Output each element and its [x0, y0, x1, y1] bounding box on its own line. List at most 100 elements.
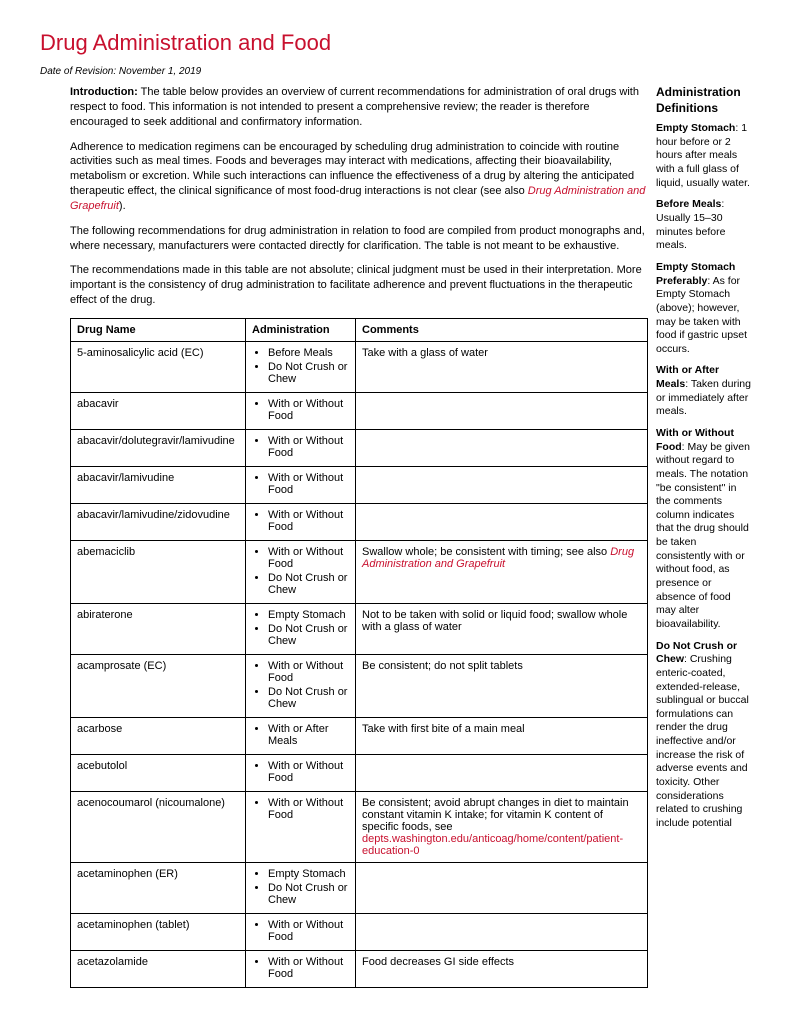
drug-name-cell: abacavir — [71, 392, 246, 429]
intro-label: Introduction: — [70, 86, 138, 98]
admin-item: Before Meals — [268, 347, 349, 359]
table-row: acebutolol With or Without Food — [71, 754, 648, 791]
definition-term: Empty Stomach — [656, 122, 735, 134]
admin-item: With or After Meals — [268, 723, 349, 747]
admin-item: With or Without Food — [268, 760, 349, 784]
definition: Empty Stomach: 1 hour before or 2 hours … — [656, 122, 751, 190]
admin-item: With or Without Food — [268, 546, 349, 570]
definition: Do Not Crush or Chew: Crushing enteric-c… — [656, 640, 751, 831]
drug-name-cell: abacavir/dolutegravir/lamivudine — [71, 429, 246, 466]
sidebar: Administration Definitions Empty Stomach… — [656, 85, 751, 988]
definition: With or Without Food: May be given witho… — [656, 427, 751, 632]
comments-cell: Not to be taken with solid or liquid foo… — [356, 603, 648, 654]
definition-term: Before Meals — [656, 198, 721, 210]
table-header-row: Drug Name Administration Comments — [71, 318, 648, 341]
drug-name-cell: acamprosate (EC) — [71, 654, 246, 717]
drug-name-cell: acetaminophen (tablet) — [71, 913, 246, 950]
table-row: acarbose With or After Meals Take with fir… — [71, 717, 648, 754]
drug-name-cell: acarbose — [71, 717, 246, 754]
intro-p2b: ). — [119, 200, 126, 212]
comments-cell — [356, 913, 648, 950]
admin-cell: With or Without Food — [246, 791, 356, 862]
admin-cell: Empty Stomach Do Not Crush or Chew — [246, 862, 356, 913]
admin-item: Empty Stomach — [268, 609, 349, 621]
table-row: acetaminophen (tablet) With or Without Fo… — [71, 913, 648, 950]
intro-p3: The following recommendations for drug a… — [70, 224, 648, 254]
table-row: acetaminophen (ER)Empty StomachDo Not Cr… — [71, 862, 648, 913]
drug-name-cell: 5-aminosalicylic acid (EC) — [71, 341, 246, 392]
admin-item: With or Without Food — [268, 956, 349, 980]
header-comments: Comments — [356, 318, 648, 341]
comments-cell — [356, 754, 648, 791]
admin-cell: With or Without Food — [246, 466, 356, 503]
admin-cell: With or Without Food — [246, 392, 356, 429]
admin-item: With or Without Food — [268, 472, 349, 496]
admin-item: Do Not Crush or Chew — [268, 686, 349, 710]
table-row: abacavir With or Without Food — [71, 392, 648, 429]
page-title: Drug Administration and Food — [40, 30, 751, 56]
main-column: Introduction: The table below provides a… — [40, 85, 648, 988]
inline-link[interactable]: depts.washington.edu/anticoag/home/conte… — [362, 833, 623, 857]
admin-cell: With or Without Food — [246, 503, 356, 540]
main-layout: Introduction: The table below provides a… — [40, 85, 751, 988]
comments-cell: Be consistent; do not split tablets — [356, 654, 648, 717]
table-row: abacavir/lamivudine With or Without Food — [71, 466, 648, 503]
revision-date: Date of Revision: November 1, 2019 — [40, 66, 751, 77]
comments-cell: Swallow whole; be consistent with timing… — [356, 540, 648, 603]
intro-p1: Introduction: The table below provides a… — [70, 85, 648, 130]
admin-item: Do Not Crush or Chew — [268, 623, 349, 647]
definition: With or After Meals: Taken during or imm… — [656, 364, 751, 419]
admin-cell: With or Without FoodDo Not Crush or Chew — [246, 540, 356, 603]
table-row: abacavir/lamivudine/zidovudine With or Wi… — [71, 503, 648, 540]
admin-item: With or Without Food — [268, 660, 349, 684]
comments-cell: Take with a glass of water — [356, 341, 648, 392]
table-row: acetazolamide With or Without Food Food de… — [71, 950, 648, 987]
table-row: acamprosate (EC)With or Without FoodDo N… — [71, 654, 648, 717]
drug-name-cell: acetazolamide — [71, 950, 246, 987]
table-row: abemaciclibWith or Without FoodDo Not Cr… — [71, 540, 648, 603]
admin-item: With or Without Food — [268, 919, 349, 943]
intro-p1-text: The table below provides an overview of … — [70, 86, 639, 128]
definition: Before Meals: Usually 15–30 minutes befo… — [656, 198, 751, 253]
definition-text: : Crushing enteric-coated, extended-rele… — [656, 653, 749, 829]
admin-cell: With or Without Food — [246, 429, 356, 466]
admin-item: With or Without Food — [268, 398, 349, 422]
admin-cell: With or Without Food — [246, 950, 356, 987]
comments-cell — [356, 466, 648, 503]
drug-name-cell: acenocoumarol (nicoumalone) — [71, 791, 246, 862]
drug-name-cell: abemaciclib — [71, 540, 246, 603]
drug-name-cell: abacavir/lamivudine/zidovudine — [71, 503, 246, 540]
admin-item: Do Not Crush or Chew — [268, 882, 349, 906]
definition: Empty Stomach Preferably: As for Empty S… — [656, 261, 751, 356]
admin-item: With or Without Food — [268, 435, 349, 459]
admin-item: With or Without Food — [268, 797, 349, 821]
admin-cell: Empty Stomach Do Not Crush or Chew — [246, 603, 356, 654]
sidebar-heading: Administration Definitions — [656, 85, 751, 116]
drug-name-cell: abiraterone — [71, 603, 246, 654]
admin-cell: With or Without FoodDo Not Crush or Chew — [246, 654, 356, 717]
intro-p4: The recommendations made in this table a… — [70, 263, 648, 308]
intro-block: Introduction: The table below provides a… — [70, 85, 648, 308]
admin-item: Do Not Crush or Chew — [268, 361, 349, 385]
comments-cell: Be consistent; avoid abrupt changes in d… — [356, 791, 648, 862]
comments-cell — [356, 862, 648, 913]
inline-link[interactable]: Drug Administration and Grapefruit — [362, 546, 634, 570]
comments-cell — [356, 503, 648, 540]
intro-p2: Adherence to medication regimens can be … — [70, 140, 648, 214]
comments-cell: Take with first bite of a main meal — [356, 717, 648, 754]
table-row: 5-aminosalicylic acid (EC) Before Meals Do… — [71, 341, 648, 392]
comments-cell — [356, 429, 648, 466]
admin-cell: With or Without Food — [246, 913, 356, 950]
admin-cell: With or Without Food — [246, 754, 356, 791]
table-row: abiraterone Empty Stomach Do Not Crush or … — [71, 603, 648, 654]
drug-table: Drug Name Administration Comments 5-amin… — [70, 318, 648, 988]
table-row: abacavir/dolutegravir/lamivudine With or … — [71, 429, 648, 466]
admin-item: Empty Stomach — [268, 868, 349, 880]
comments-cell: Food decreases GI side effects — [356, 950, 648, 987]
drug-name-cell: abacavir/lamivudine — [71, 466, 246, 503]
drug-name-cell: acebutolol — [71, 754, 246, 791]
admin-item: Do Not Crush or Chew — [268, 572, 349, 596]
header-admin: Administration — [246, 318, 356, 341]
comments-cell — [356, 392, 648, 429]
admin-item: With or Without Food — [268, 509, 349, 533]
